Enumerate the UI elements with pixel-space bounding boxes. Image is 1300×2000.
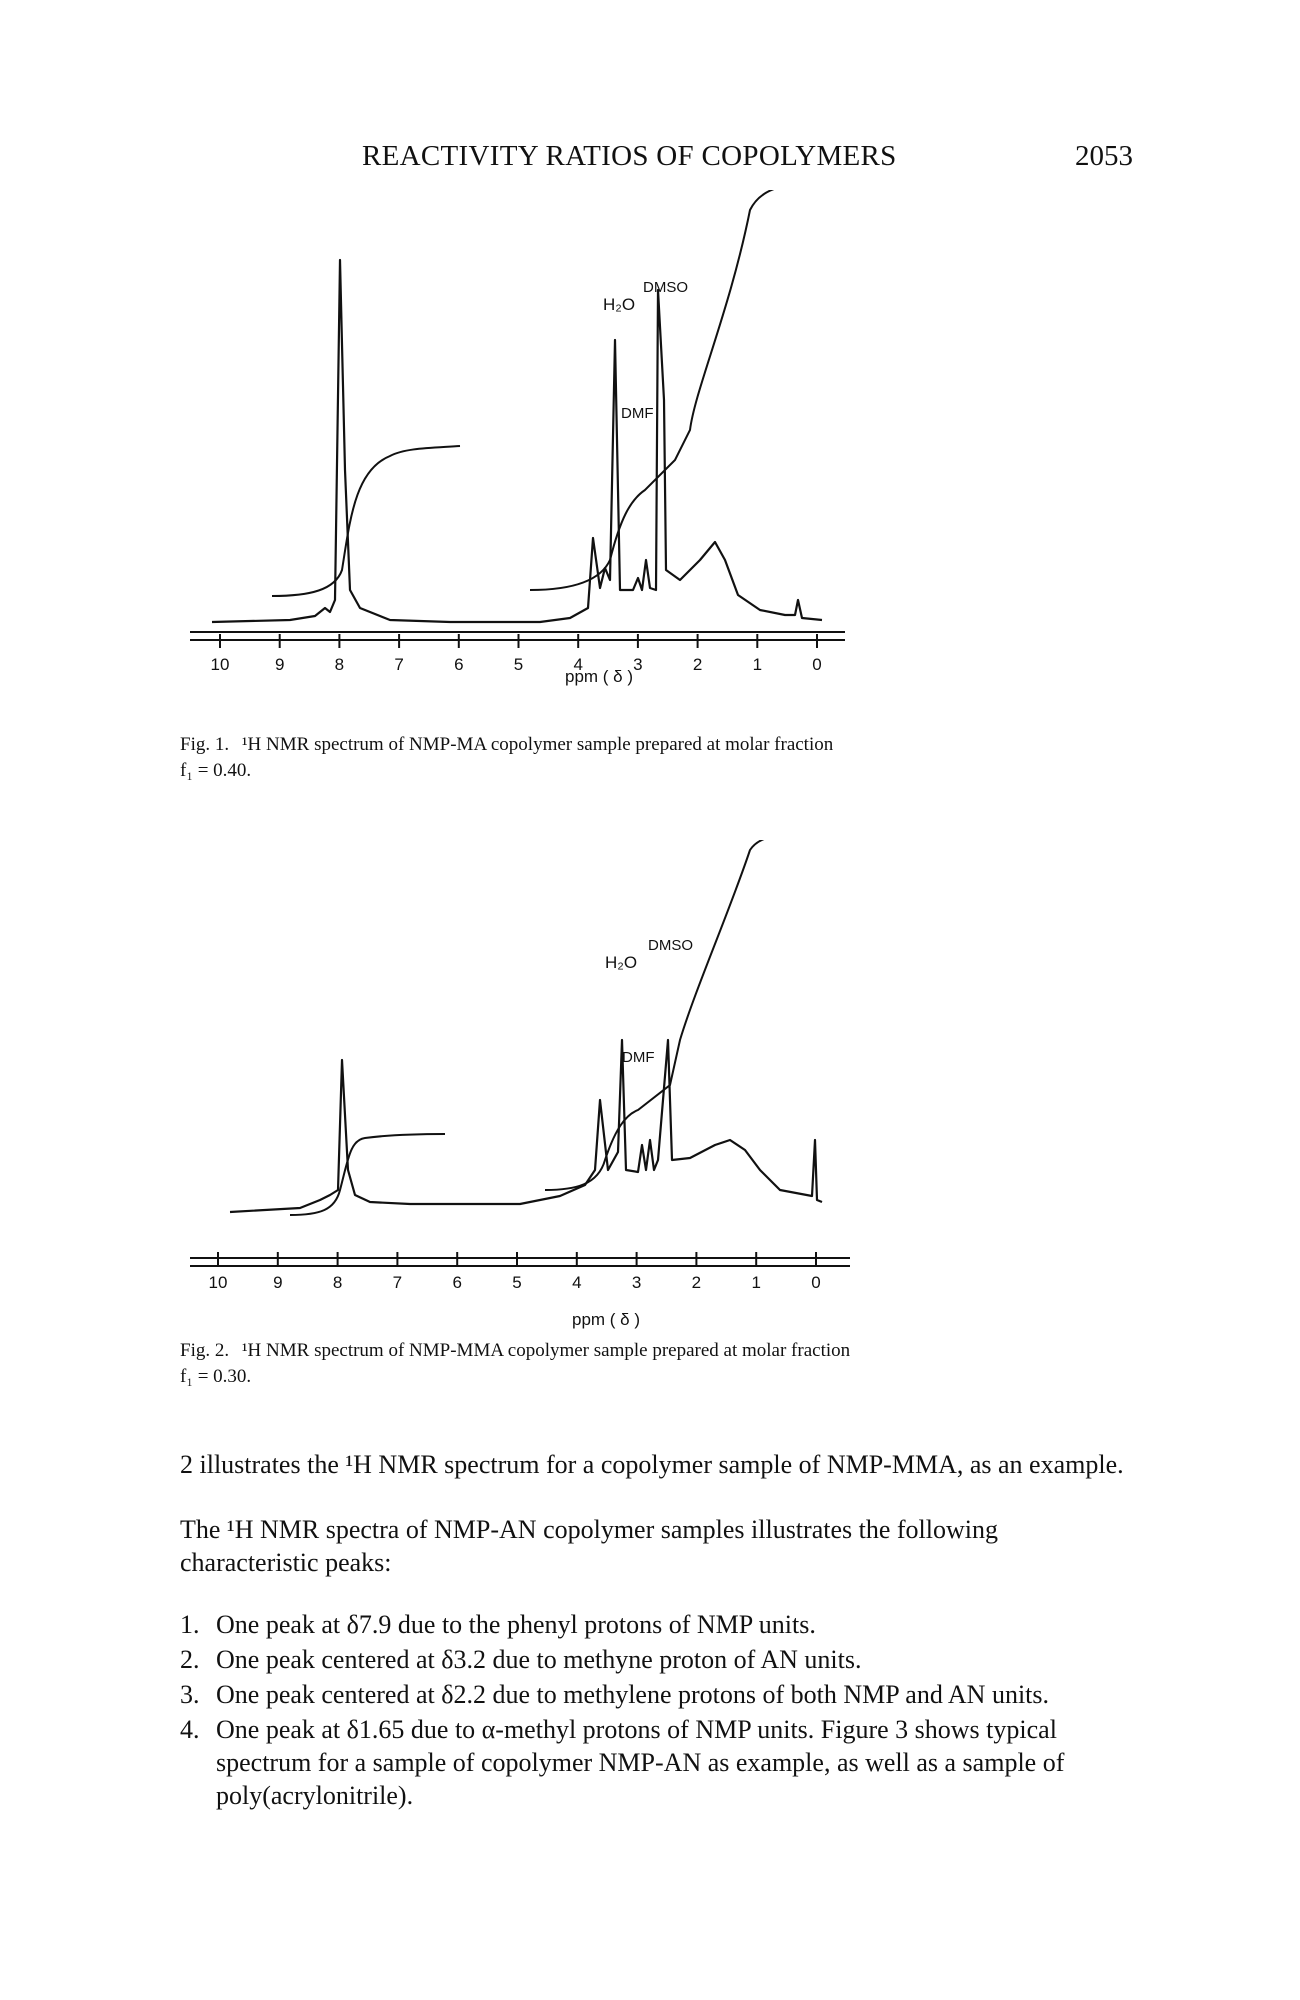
list-number: 3. <box>180 1680 200 1709</box>
integral-curve-aliphatic <box>544 840 765 1191</box>
figure-1: H₂O DMSO DMF 10 9 8 7 6 5 4 3 2 1 0 ppm ( δ ) <box>190 190 1140 750</box>
integral-curve-aromatic <box>271 445 461 597</box>
figure-2-caption: Fig. 2. ¹H NMR spectrum of NMP-MMA copol… <box>180 1338 1140 1390</box>
figure-2-spectrum: H₂O DMSO DMF 10 9 8 7 6 5 4 3 2 1 0 ppm ( δ ) <box>190 840 850 1329</box>
spectrum-trace <box>229 1038 823 1214</box>
tick-label: 3 <box>633 655 642 674</box>
caption-figure-number: Fig. 2. <box>180 1340 230 1361</box>
list-text: One peak centered at δ2.2 due to methyle… <box>216 1680 1050 1709</box>
list-text: One peak at δ1.65 due to α-methyl proton… <box>216 1715 1065 1810</box>
tick-label: 4 <box>572 1273 581 1292</box>
caption-molar-fraction: f₁ = 0.30. <box>180 1366 252 1387</box>
paragraph-text: 2 illustrates the ¹H NMR spectrum for a … <box>180 1450 1124 1479</box>
list-text: One peak at δ7.9 due to the phenyl proto… <box>216 1610 816 1639</box>
running-head: REACTIVITY RATIOS OF COPOLYMERS <box>362 140 897 172</box>
caption-text: ¹H NMR spectrum of NMP-MMA copolymer sam… <box>241 1340 851 1361</box>
list-number: 2. <box>180 1645 200 1674</box>
tick-label: 7 <box>394 655 403 674</box>
page-number: 2053 <box>1075 140 1133 172</box>
tick-label: 9 <box>273 1273 282 1292</box>
peak-label-dmso: DMSO <box>648 937 693 954</box>
tick-label: 6 <box>452 1273 461 1292</box>
tick-label: 7 <box>393 1273 402 1292</box>
figure-1-spectrum: H₂O DMSO DMF 10 9 8 7 6 5 4 3 2 1 0 ppm ( δ ) <box>190 190 845 686</box>
x-axis-label: ppm ( δ ) <box>572 1310 640 1329</box>
list-text: One peak centered at δ3.2 due to methyne… <box>216 1645 862 1674</box>
spectrum-trace <box>211 258 823 624</box>
peak-label-dmf: DMF <box>621 405 654 422</box>
peak-label-h2o: H₂O <box>605 953 637 972</box>
integral-curve-aromatic <box>289 1133 446 1216</box>
list-item: 3. One peak centered at δ2.2 due to methy… <box>180 1678 1140 1711</box>
tick-label: 8 <box>335 655 344 674</box>
caption-figure-number: Fig. 1. <box>180 734 230 755</box>
tick-label: 2 <box>692 1273 701 1292</box>
tick-label: 1 <box>751 1273 760 1292</box>
tick-label: 0 <box>811 1273 820 1292</box>
peak-label-h2o: H₂O <box>603 295 635 314</box>
list-item: 1. One peak at δ7.9 due to the phenyl pro… <box>180 1608 1140 1641</box>
x-axis-label: ppm ( δ ) <box>565 667 633 686</box>
axis-ticks: 10 9 8 7 6 5 4 3 2 1 0 <box>209 1252 821 1292</box>
figure-1-caption: Fig. 1. ¹H NMR spectrum of NMP-MA copoly… <box>180 732 1140 784</box>
tick-label: 6 <box>454 655 463 674</box>
tick-label: 10 <box>211 655 230 674</box>
caption-molar-fraction: f₁ = 0.40. <box>180 760 252 781</box>
list-number: 4. <box>180 1715 200 1744</box>
tick-label: 9 <box>275 655 284 674</box>
tick-label: 3 <box>632 1273 641 1292</box>
tick-label: 10 <box>209 1273 228 1292</box>
paragraph-text: The ¹H NMR spectra of NMP-AN copolymer s… <box>180 1515 998 1577</box>
caption-text: ¹H NMR spectrum of NMP-MA copolymer samp… <box>241 734 834 755</box>
list-item: 4. One peak at δ1.65 due to α-methyl prot… <box>180 1713 1140 1812</box>
tick-label: 2 <box>693 655 702 674</box>
figure-2: H₂O DMSO DMF 10 9 8 7 6 5 4 3 2 1 0 ppm ( δ ) <box>190 840 1140 1360</box>
body-paragraph-2: The ¹H NMR spectra of NMP-AN copolymer s… <box>180 1513 1140 1579</box>
list-item: 2. One peak centered at δ3.2 due to methy… <box>180 1643 1140 1676</box>
integral-curve-aliphatic <box>529 190 775 591</box>
tick-label: 4 <box>573 655 582 674</box>
tick-label: 8 <box>333 1273 342 1292</box>
axis-ticks: 10 9 8 7 6 5 4 3 2 1 0 <box>211 634 822 674</box>
tick-label: 5 <box>512 1273 521 1292</box>
tick-label: 0 <box>812 655 821 674</box>
body-paragraph-1: 2 illustrates the ¹H NMR spectrum for a … <box>180 1448 1140 1481</box>
peaks-list: 1. One peak at δ7.9 due to the phenyl pro… <box>180 1608 1140 1814</box>
peak-label-dmf: DMF <box>622 1049 655 1066</box>
tick-label: 1 <box>753 655 762 674</box>
peak-label-dmso: DMSO <box>643 279 688 296</box>
list-number: 1. <box>180 1610 200 1639</box>
tick-label: 5 <box>514 655 523 674</box>
